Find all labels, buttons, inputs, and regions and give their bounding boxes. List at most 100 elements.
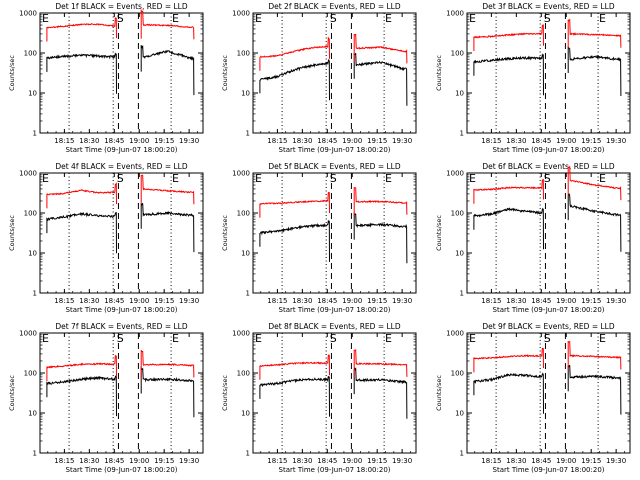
x-tick-label: 19:00 bbox=[129, 137, 149, 145]
lld-series-line bbox=[259, 354, 330, 380]
lld-series-line bbox=[353, 33, 408, 64]
x-tick-label: 18:45 bbox=[317, 297, 337, 305]
detector-panel-4: Det 4f BLACK = Events, RED = LLD 1 10 100 10… bbox=[8, 162, 204, 314]
plot-frame bbox=[39, 12, 204, 134]
x-tick-label: 18:30 bbox=[292, 137, 312, 145]
lld-series-line bbox=[353, 187, 408, 216]
x-tick-label: 18:30 bbox=[506, 137, 526, 145]
eclipse-start-marker: E bbox=[385, 332, 392, 345]
y-tick-label: 1000 bbox=[446, 170, 464, 178]
eclipse-start-marker: E bbox=[172, 332, 179, 345]
saa-marker: S bbox=[117, 172, 124, 185]
detector-panel-7: Det 7f BLACK = Events, RED = LLD 1 10 100 10… bbox=[8, 322, 204, 474]
x-tick-label: 19:00 bbox=[556, 457, 576, 465]
y-axis-label: Counts/sec bbox=[221, 215, 229, 251]
x-tick-label: 18:15 bbox=[54, 297, 74, 305]
y-tick-label: 10 bbox=[455, 250, 464, 258]
y-tick-label: 1 bbox=[33, 290, 37, 298]
y-axis-label: Counts/sec bbox=[435, 215, 443, 251]
eclipse-start-marker: E bbox=[172, 172, 179, 185]
y-tick-label: 1000 bbox=[232, 10, 250, 18]
x-tick-label: 18:30 bbox=[79, 297, 99, 305]
x-tick-label: 19:00 bbox=[556, 297, 576, 305]
y-tick-label: 10 bbox=[241, 90, 250, 98]
y-axis-label: Counts/sec bbox=[8, 215, 16, 251]
y-tick-label: 10 bbox=[455, 90, 464, 98]
events-series-line bbox=[46, 211, 117, 254]
y-tick-label: 1000 bbox=[446, 10, 464, 18]
events-series-line bbox=[46, 52, 117, 94]
lld-series-line bbox=[46, 354, 117, 381]
x-tick-label: 19:15 bbox=[581, 297, 601, 305]
x-tick-label: 18:45 bbox=[531, 137, 551, 145]
x-tick-label: 18:45 bbox=[531, 297, 551, 305]
x-tick-label: 19:30 bbox=[179, 297, 199, 305]
eclipse-end-marker: E bbox=[469, 12, 476, 25]
panel-title: Det 5f BLACK = Events, RED = LLD bbox=[268, 162, 401, 171]
x-tick-label: 18:30 bbox=[292, 457, 312, 465]
events-series-line bbox=[473, 53, 544, 96]
plot-frame bbox=[252, 332, 417, 454]
eclipse-start-marker: E bbox=[599, 172, 606, 185]
saa-marker: S bbox=[544, 332, 551, 345]
events-series-line bbox=[259, 219, 330, 262]
x-tick-label: 19:00 bbox=[129, 297, 149, 305]
x-axis-label: Start Time (09-Jun-07 18:00:20) bbox=[493, 306, 605, 314]
plot-frame bbox=[252, 12, 417, 134]
lld-series-line bbox=[140, 350, 195, 379]
events-series-line bbox=[567, 193, 622, 252]
x-tick-label: 19:00 bbox=[342, 457, 362, 465]
events-series-line bbox=[353, 53, 408, 106]
y-tick-label: 100 bbox=[237, 210, 250, 218]
plot-frame bbox=[252, 172, 417, 294]
x-tick-label: 19:30 bbox=[179, 137, 199, 145]
x-tick-label: 19:30 bbox=[392, 137, 412, 145]
saa-marker: S bbox=[330, 12, 337, 25]
x-tick-label: 18:15 bbox=[267, 297, 287, 305]
x-axis-label: Start Time (09-Jun-07 18:00:20) bbox=[493, 146, 605, 154]
lld-series-line bbox=[473, 178, 544, 204]
eclipse-start-marker: E bbox=[599, 332, 606, 345]
x-tick-label: 18:30 bbox=[79, 137, 99, 145]
eclipse-end-marker: E bbox=[469, 172, 476, 185]
x-tick-label: 18:30 bbox=[506, 297, 526, 305]
panel-title: Det 4f BLACK = Events, RED = LLD bbox=[55, 162, 188, 171]
panel-title: Det 7f BLACK = Events, RED = LLD bbox=[55, 322, 188, 331]
x-tick-label: 19:30 bbox=[606, 297, 626, 305]
lld-series-line bbox=[259, 36, 330, 71]
saa-marker: S bbox=[330, 172, 337, 185]
eclipse-end-marker: E bbox=[255, 12, 262, 25]
panel-title: Det 1f BLACK = Events, RED = LLD bbox=[55, 2, 188, 11]
x-tick-label: 19:15 bbox=[154, 137, 174, 145]
y-axis-label: Counts/sec bbox=[435, 55, 443, 91]
y-tick-label: 10 bbox=[241, 250, 250, 258]
y-tick-label: 1000 bbox=[446, 330, 464, 338]
y-tick-label: 1 bbox=[33, 450, 37, 458]
y-tick-label: 10 bbox=[241, 410, 250, 418]
saa-marker: S bbox=[117, 12, 124, 25]
lld-series-line bbox=[140, 8, 195, 40]
events-series-line bbox=[46, 375, 117, 417]
panel-title: Det 9f BLACK = Events, RED = LLD bbox=[482, 322, 615, 331]
panel-title: Det 2f BLACK = Events, RED = LLD bbox=[268, 2, 401, 11]
y-tick-label: 10 bbox=[28, 250, 37, 258]
y-tick-label: 10 bbox=[28, 90, 37, 98]
events-series-line bbox=[353, 367, 408, 419]
detector-panel-6: Det 6f BLACK = Events, RED = LLD 1 10 100 10… bbox=[435, 162, 631, 314]
events-series-line bbox=[259, 58, 330, 101]
x-tick-label: 19:30 bbox=[179, 457, 199, 465]
x-tick-label: 18:45 bbox=[531, 457, 551, 465]
lld-series-line bbox=[567, 340, 622, 370]
y-tick-label: 1 bbox=[246, 130, 250, 138]
lld-series-line bbox=[473, 347, 544, 373]
y-tick-label: 1000 bbox=[232, 170, 250, 178]
x-tick-label: 19:15 bbox=[154, 297, 174, 305]
y-tick-label: 100 bbox=[24, 210, 37, 218]
plot-frame bbox=[466, 332, 631, 454]
y-tick-label: 1 bbox=[33, 130, 37, 138]
x-tick-label: 18:45 bbox=[317, 137, 337, 145]
detector-panel-2: Det 2f BLACK = Events, RED = LLD 1 10 100 10… bbox=[221, 2, 417, 154]
saa-marker: S bbox=[330, 332, 337, 345]
x-tick-label: 18:15 bbox=[481, 137, 501, 145]
x-tick-label: 18:30 bbox=[506, 457, 526, 465]
